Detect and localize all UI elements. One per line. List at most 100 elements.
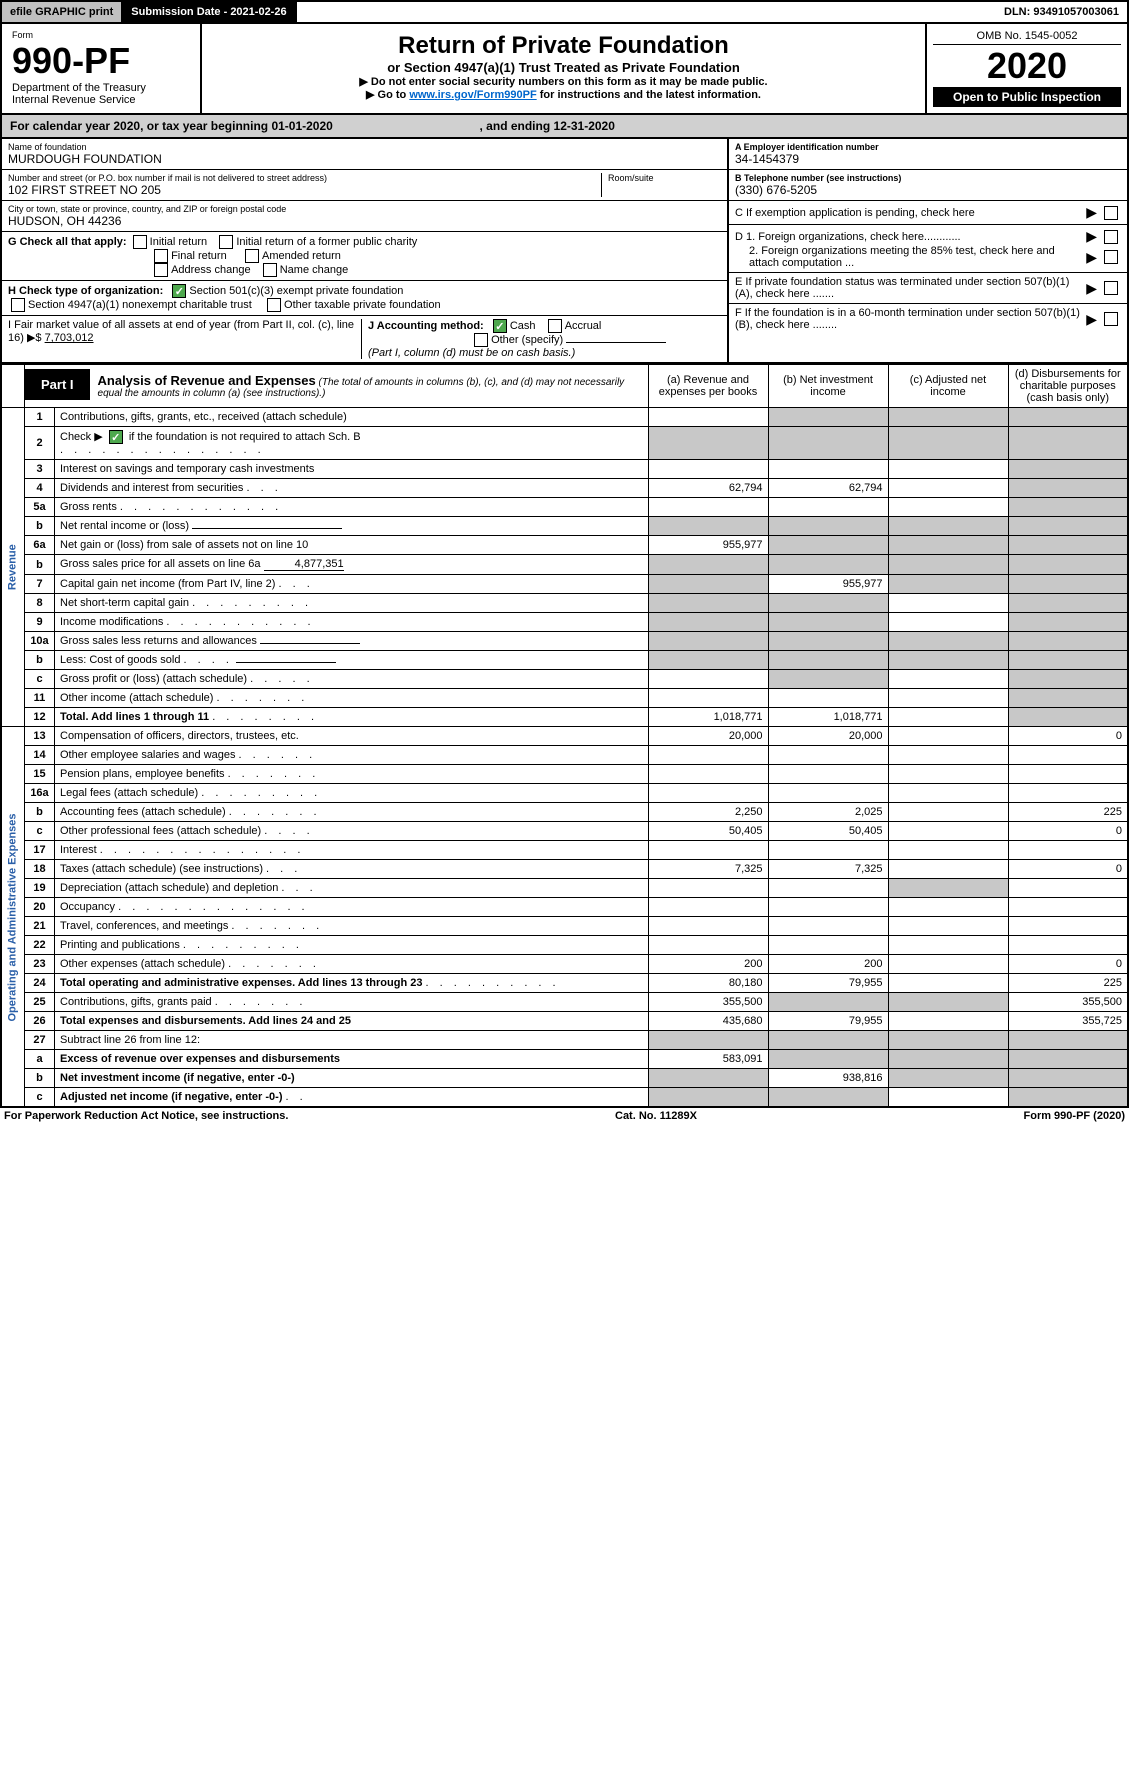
d2-checkbox[interactable] — [1104, 250, 1118, 264]
row-26: Total expenses and disbursements. Add li… — [55, 1012, 649, 1031]
f-label: F If the foundation is in a 60-month ter… — [735, 307, 1082, 331]
row-10b: Less: Cost of goods sold . . . . — [55, 651, 649, 670]
efile-btn[interactable]: efile GRAPHIC print — [2, 2, 123, 22]
d1-checkbox[interactable] — [1104, 230, 1118, 244]
row-27b: Net investment income (if negative, ente… — [55, 1069, 649, 1088]
row-6a: Net gain or (loss) from sale of assets n… — [55, 536, 649, 555]
top-bar: efile GRAPHIC print Submission Date - 20… — [0, 0, 1129, 24]
col-c-header: (c) Adjusted net income — [888, 365, 1008, 408]
row-4: Dividends and interest from securities .… — [55, 479, 649, 498]
amended-return-checkbox[interactable] — [245, 249, 259, 263]
instructions-link[interactable]: www.irs.gov/Form990PF — [409, 89, 536, 101]
c-label: C If exemption application is pending, c… — [735, 207, 1082, 219]
row-15: Pension plans, employee benefits . . . .… — [55, 765, 649, 784]
e-label: E If private foundation status was termi… — [735, 276, 1082, 300]
row-23: Other expenses (attach schedule) . . . .… — [55, 955, 649, 974]
row-21: Travel, conferences, and meetings . . . … — [55, 917, 649, 936]
row-14: Other employee salaries and wages . . . … — [55, 746, 649, 765]
row-5a: Gross rents . . . . . . . . . . . . — [55, 498, 649, 517]
row-24: Total operating and administrative expen… — [55, 974, 649, 993]
row-25: Contributions, gifts, grants paid . . . … — [55, 993, 649, 1012]
row-19: Depreciation (attach schedule) and deple… — [55, 879, 649, 898]
row-1: Contributions, gifts, grants, etc., rece… — [55, 408, 649, 427]
row-11: Other income (attach schedule) . . . . .… — [55, 689, 649, 708]
dln: DLN: 93491057003061 — [996, 2, 1127, 22]
row-16b: Accounting fees (attach schedule) . . . … — [55, 803, 649, 822]
col-a-header: (a) Revenue and expenses per books — [648, 365, 768, 408]
final-return-checkbox[interactable] — [154, 249, 168, 263]
f-checkbox[interactable] — [1104, 312, 1118, 326]
footer-center: Cat. No. 11289X — [615, 1110, 697, 1122]
submission-date: Submission Date - 2021-02-26 — [123, 2, 296, 22]
row-6b: Gross sales price for all assets on line… — [55, 555, 649, 575]
dept: Department of the Treasury — [12, 82, 190, 94]
other-method-checkbox[interactable] — [474, 333, 488, 347]
row-20: Occupancy . . . . . . . . . . . . . . — [55, 898, 649, 917]
foundation-name: MURDOUGH FOUNDATION — [8, 152, 721, 166]
accrual-checkbox[interactable] — [548, 319, 562, 333]
address-change-checkbox[interactable] — [154, 263, 168, 277]
row-13: Compensation of officers, directors, tru… — [55, 727, 649, 746]
row-2: Check ▶ ✓ if the foundation is not requi… — [55, 427, 649, 460]
open-to-public: Open to Public Inspection — [933, 87, 1121, 107]
initial-return-checkbox[interactable] — [133, 235, 147, 249]
expenses-label: Operating and Administrative Expenses — [1, 727, 25, 1108]
row-8: Net short-term capital gain . . . . . . … — [55, 594, 649, 613]
g-label: G Check all that apply: — [8, 236, 127, 248]
row-7: Capital gain net income (from Part IV, l… — [55, 575, 649, 594]
c-checkbox[interactable] — [1104, 206, 1118, 220]
row-12: Total. Add lines 1 through 11 . . . . . … — [55, 708, 649, 727]
address-label: Number and street (or P.O. box number if… — [8, 173, 601, 183]
footer-left: For Paperwork Reduction Act Notice, see … — [4, 1110, 288, 1122]
col-d-header: (d) Disbursements for charitable purpose… — [1008, 365, 1128, 408]
row-5b: Net rental income or (loss) — [55, 517, 649, 536]
row-10c: Gross profit or (loss) (attach schedule)… — [55, 670, 649, 689]
city: HUDSON, OH 44236 — [8, 214, 721, 228]
foundation-info: Name of foundation MURDOUGH FOUNDATION N… — [0, 139, 1129, 364]
row-22: Printing and publications . . . . . . . … — [55, 936, 649, 955]
j-note: (Part I, column (d) must be on cash basi… — [368, 347, 575, 359]
501c3-checkbox[interactable]: ✓ — [172, 284, 186, 298]
row-10a: Gross sales less returns and allowances — [55, 632, 649, 651]
row-18: Taxes (attach schedule) (see instruction… — [55, 860, 649, 879]
note-2: ▶ Go to www.irs.gov/Form990PF for instru… — [210, 88, 917, 101]
footer-right: Form 990-PF (2020) — [1024, 1110, 1125, 1122]
phone-label: B Telephone number (see instructions) — [735, 173, 901, 183]
initial-former-checkbox[interactable] — [219, 235, 233, 249]
fmv-value: 7,703,012 — [45, 332, 94, 344]
part1-table: Part I Analysis of Revenue and Expenses … — [0, 364, 1129, 1108]
h-label: H Check type of organization: — [8, 285, 163, 297]
name-label: Name of foundation — [8, 142, 721, 152]
j-label: J Accounting method: — [368, 320, 484, 332]
omb-number: OMB No. 1545-0052 — [933, 30, 1121, 45]
revenue-label: Revenue — [1, 408, 25, 727]
row-3: Interest on savings and temporary cash i… — [55, 460, 649, 479]
phone: (330) 676-5205 — [735, 183, 1121, 197]
note-1: ▶ Do not enter social security numbers o… — [210, 75, 917, 88]
name-change-checkbox[interactable] — [263, 263, 277, 277]
row-27: Subtract line 26 from line 12: — [55, 1031, 649, 1050]
ein: 34-1454379 — [735, 152, 1121, 166]
irs: Internal Revenue Service — [12, 94, 190, 106]
4947-checkbox[interactable] — [11, 298, 25, 312]
sch-b-checkbox[interactable]: ✓ — [109, 430, 123, 444]
form-number: 990-PF — [12, 40, 190, 82]
tax-year: 2020 — [933, 45, 1121, 87]
d1-label: D 1. Foreign organizations, check here..… — [735, 231, 1082, 243]
ein-label: A Employer identification number — [735, 142, 879, 152]
form-title: Return of Private Foundation — [210, 32, 917, 60]
row-27a: Excess of revenue over expenses and disb… — [55, 1050, 649, 1069]
row-9: Income modifications . . . . . . . . . .… — [55, 613, 649, 632]
row-16a: Legal fees (attach schedule) . . . . . .… — [55, 784, 649, 803]
footer: For Paperwork Reduction Act Notice, see … — [0, 1108, 1129, 1124]
cash-checkbox[interactable]: ✓ — [493, 319, 507, 333]
e-checkbox[interactable] — [1104, 281, 1118, 295]
city-label: City or town, state or province, country… — [8, 204, 721, 214]
row-27c: Adjusted net income (if negative, enter … — [55, 1088, 649, 1108]
other-taxable-checkbox[interactable] — [267, 298, 281, 312]
row-17: Interest . . . . . . . . . . . . . . . — [55, 841, 649, 860]
col-b-header: (b) Net investment income — [768, 365, 888, 408]
room-label: Room/suite — [608, 173, 721, 183]
address: 102 FIRST STREET NO 205 — [8, 183, 601, 197]
calendar-year-row: For calendar year 2020, or tax year begi… — [0, 115, 1129, 139]
